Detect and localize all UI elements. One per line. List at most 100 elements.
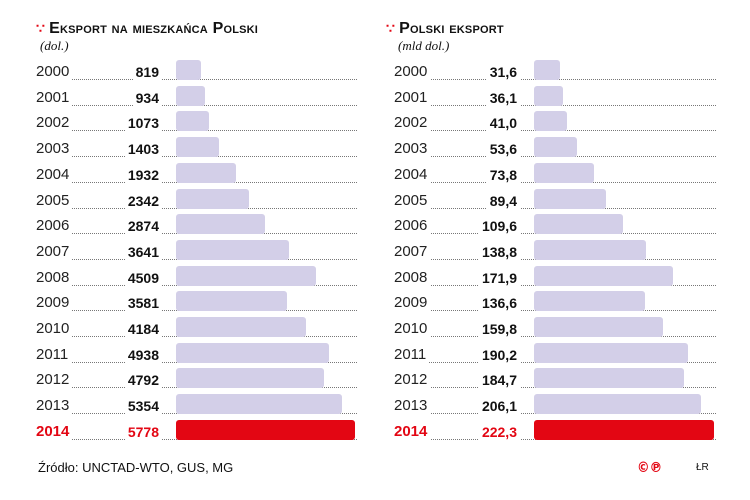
year-label: 2003 xyxy=(36,140,73,158)
value-label: 5778 xyxy=(124,423,162,440)
source-note: Źródło: UNCTAD-WTO, GUS, MG xyxy=(38,460,234,475)
value-label: 89,4 xyxy=(486,192,520,209)
year-label: 2000 xyxy=(394,63,431,80)
bar-row: 2014 5778 xyxy=(36,419,357,445)
bar xyxy=(176,239,289,260)
bar xyxy=(534,317,664,337)
bar xyxy=(534,239,647,260)
bar xyxy=(534,162,594,183)
value-label: 4509 xyxy=(124,269,162,286)
bar-row: 2005 89,4 xyxy=(394,188,716,214)
bar-row: 2006 2874 xyxy=(36,214,357,239)
value-label: 136,6 xyxy=(478,295,520,312)
value-label: 41,0 xyxy=(486,115,520,132)
chart-title-left: ∵ Eksport na mieszkańca Polski xyxy=(36,20,258,38)
year-label: 2010 xyxy=(36,320,73,337)
bar-row: 2007 138,8 xyxy=(394,239,716,265)
bar-row: 2004 73,8 xyxy=(394,162,716,188)
year-label: 2006 xyxy=(36,217,73,235)
year-label: 2014 xyxy=(36,422,73,440)
value-label: 1403 xyxy=(124,141,162,158)
value-label: 934 xyxy=(132,89,162,106)
bar-row: 2012 4792 xyxy=(36,368,357,393)
bar xyxy=(534,265,674,286)
value-label: 2874 xyxy=(124,218,162,235)
year-label: 2004 xyxy=(394,165,431,183)
year-label: 2014 xyxy=(394,422,431,440)
bar xyxy=(176,291,287,312)
bar xyxy=(534,291,645,312)
chart-title-right: ∵ Polski eksport xyxy=(386,20,504,38)
bar xyxy=(176,60,202,80)
bar xyxy=(176,137,220,158)
year-label: 2009 xyxy=(394,294,431,312)
title-text: Polski eksport xyxy=(399,20,504,37)
bar xyxy=(534,85,564,106)
value-label: 4792 xyxy=(124,372,162,389)
bar-row: 2003 53,6 xyxy=(394,137,716,162)
bar-row: 2006 109,6 xyxy=(394,214,716,239)
value-label: 73,8 xyxy=(486,166,520,183)
year-label: 2008 xyxy=(394,268,431,286)
value-label: 190,2 xyxy=(478,346,520,363)
bar xyxy=(534,111,568,132)
bar xyxy=(534,60,560,80)
bar xyxy=(534,188,607,209)
bar-row: 2005 2342 xyxy=(36,188,357,214)
bar xyxy=(534,419,714,440)
bar-row: 2008 171,9 xyxy=(394,265,716,291)
subtitle-left: (dol.) xyxy=(40,38,69,53)
year-label: 2001 xyxy=(394,88,431,106)
year-label: 2004 xyxy=(36,165,73,183)
bar-row: 2010 4184 xyxy=(36,317,357,342)
year-label: 2012 xyxy=(36,371,73,389)
year-label: 2012 xyxy=(394,371,431,389)
year-label: 2006 xyxy=(394,217,431,235)
bar xyxy=(176,394,342,415)
bar-row: 2001 934 xyxy=(36,85,357,111)
bar-row: 2011 4938 xyxy=(36,342,357,368)
value-label: 53,6 xyxy=(486,141,520,158)
bar xyxy=(176,111,210,132)
bar xyxy=(534,342,688,363)
value-label: 109,6 xyxy=(478,218,520,235)
bar xyxy=(176,188,249,209)
year-label: 2001 xyxy=(36,88,73,106)
bar-row: 2009 3581 xyxy=(36,291,357,316)
value-label: 3581 xyxy=(124,295,162,312)
bar xyxy=(534,394,701,415)
value-label: 222,3 xyxy=(478,423,520,440)
value-label: 5354 xyxy=(124,398,162,415)
bar xyxy=(176,317,306,337)
year-label: 2011 xyxy=(394,345,430,363)
author-initials: ŁR xyxy=(696,462,709,473)
bar-row: 2007 3641 xyxy=(36,239,357,265)
bar-row: 2003 1403 xyxy=(36,137,357,162)
bar-row: 2000 31,6 xyxy=(394,60,716,85)
bar-row: 2011 190,2 xyxy=(394,342,716,368)
bar-row: 2002 1073 xyxy=(36,111,357,136)
value-label: 1932 xyxy=(124,166,162,183)
bar xyxy=(176,342,329,363)
year-label: 2000 xyxy=(36,63,73,80)
year-label: 2009 xyxy=(36,294,73,312)
bar xyxy=(534,214,623,235)
bar xyxy=(176,214,266,235)
title-text: Eksport na mieszkańca Polski xyxy=(49,20,259,37)
value-label: 2342 xyxy=(124,192,162,209)
year-label: 2013 xyxy=(394,397,431,415)
value-label: 4938 xyxy=(124,346,162,363)
year-label: 2005 xyxy=(394,191,431,209)
bar-row: 2014 222,3 xyxy=(394,419,716,445)
value-label: 4184 xyxy=(124,321,162,337)
bar-row: 2010 159,8 xyxy=(394,317,716,342)
bar-row: 2012 184,7 xyxy=(394,368,716,393)
bar xyxy=(534,137,578,158)
year-label: 2005 xyxy=(36,191,73,209)
bullet-icon: ∵ xyxy=(386,20,396,36)
value-label: 819 xyxy=(132,64,162,80)
value-label: 3641 xyxy=(124,243,162,260)
bar-row: 2013 206,1 xyxy=(394,394,716,419)
year-label: 2002 xyxy=(36,114,73,132)
bar-row: 2013 5354 xyxy=(36,394,357,419)
